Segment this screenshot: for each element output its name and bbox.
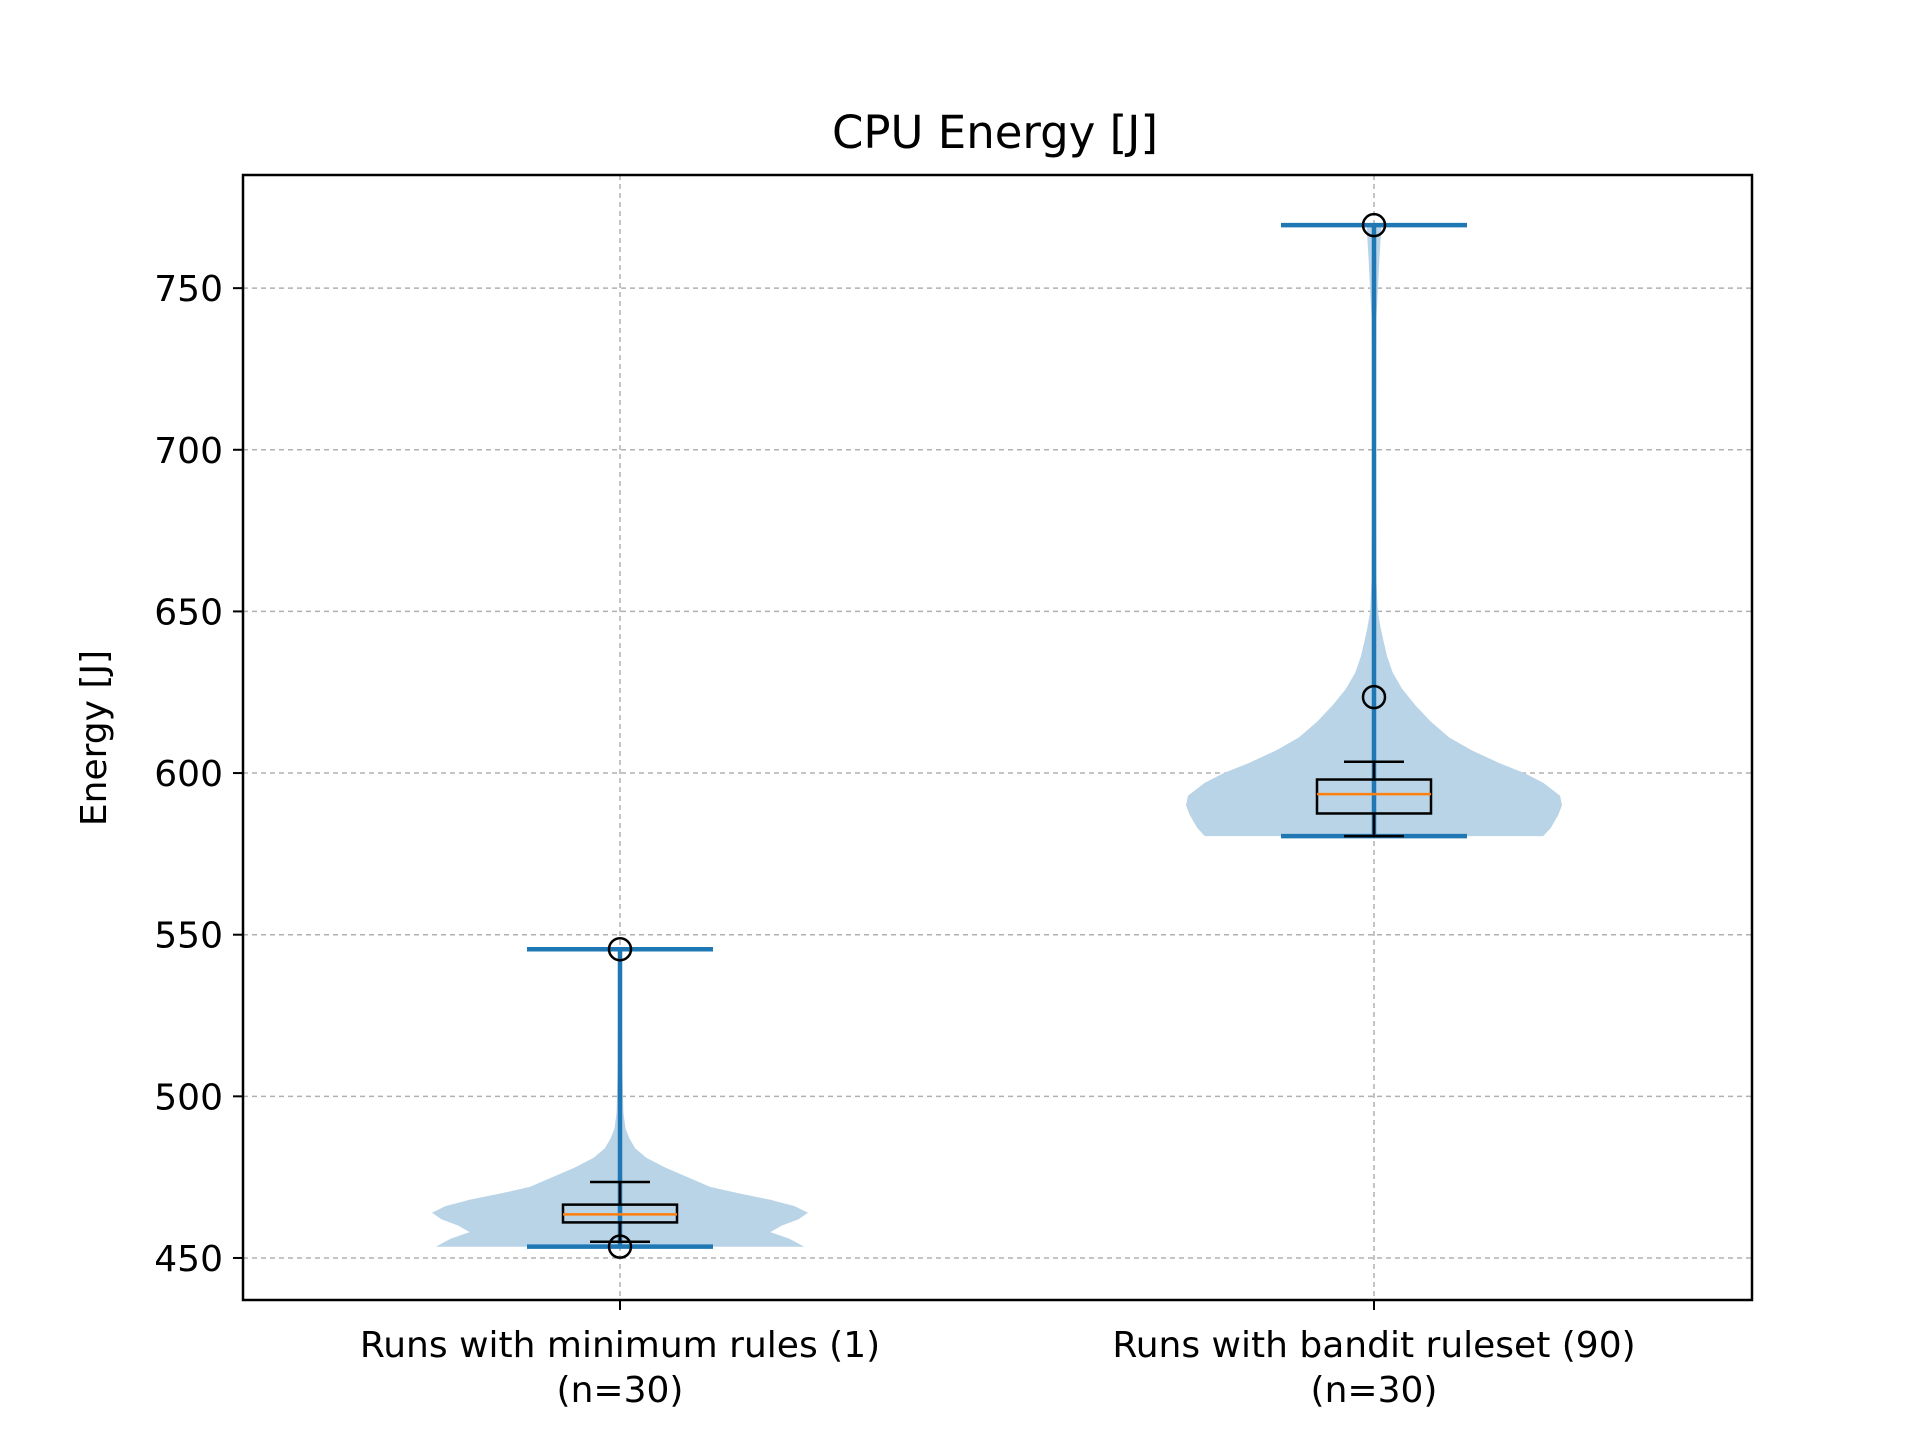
boxplots <box>561 212 1433 1259</box>
y-tick-label: 650 <box>154 592 223 633</box>
x-tick-sublabel: (n=30) <box>557 1370 684 1411</box>
y-tick-label: 700 <box>154 431 223 472</box>
outlier-point <box>607 936 633 962</box>
outlier-point <box>1361 212 1387 238</box>
grid-lines <box>243 175 1752 1300</box>
y-tick-label: 550 <box>154 916 223 957</box>
outlier-point <box>1361 684 1387 710</box>
chart-title: CPU Energy [J] <box>832 106 1158 159</box>
plot-frame <box>241 173 1754 1302</box>
axes: 450 500 550 600 650 700 750 Runs with minimum r… <box>154 269 1635 1411</box>
outlier-point <box>607 1234 633 1259</box>
y-tick-label: 750 <box>154 269 223 310</box>
y-axis-label: Energy [J] <box>74 650 115 826</box>
y-tick-label: 450 <box>154 1239 223 1280</box>
x-tick-sublabel: (n=30) <box>1311 1370 1438 1411</box>
x-tick-label: Runs with bandit ruleset (90) <box>1112 1325 1635 1366</box>
violins <box>432 225 1562 1247</box>
x-tick-label: Runs with minimum rules (1) <box>360 1325 880 1366</box>
y-tick-label: 500 <box>154 1077 223 1118</box>
y-tick-label: 600 <box>154 754 223 795</box>
